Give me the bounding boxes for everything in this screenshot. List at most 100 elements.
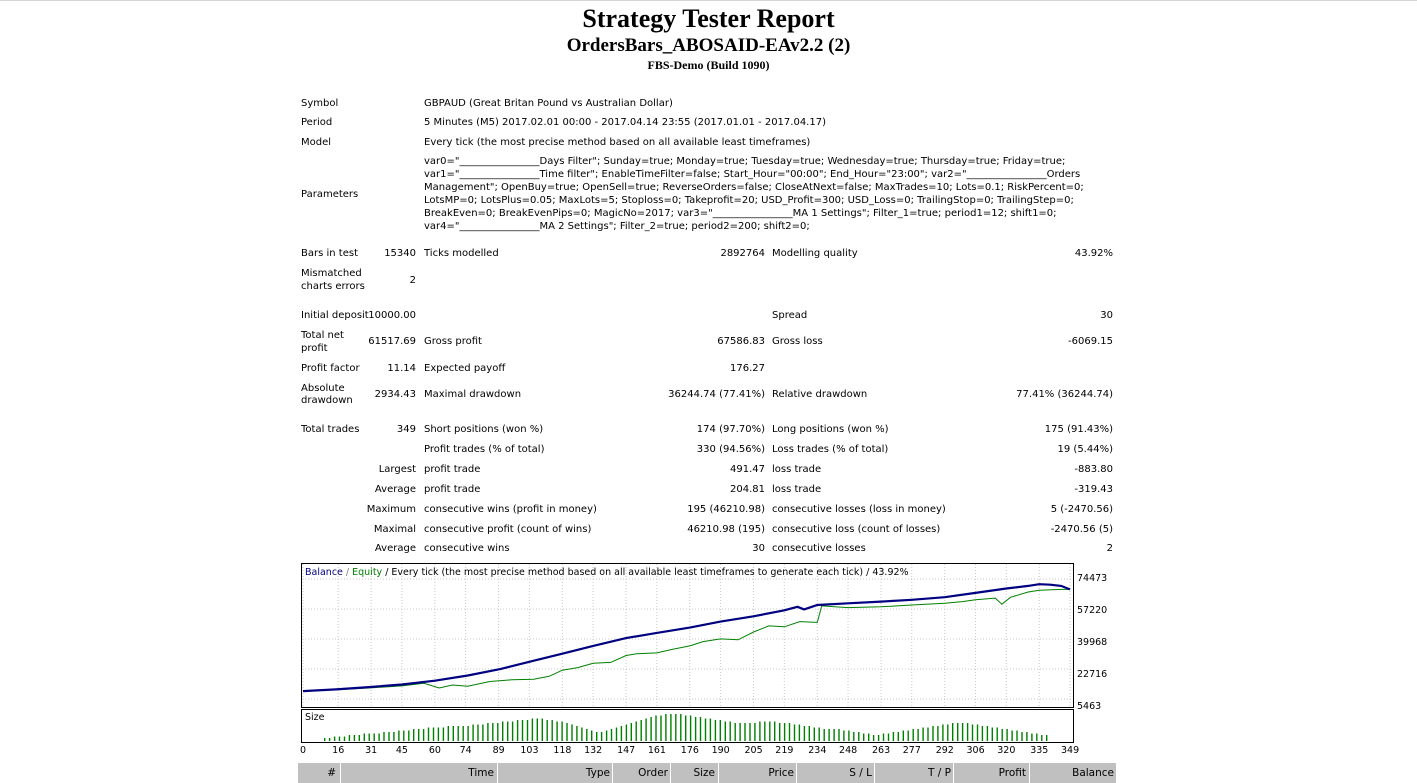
size-bar (625, 724, 628, 741)
col-sl: S / L (849, 767, 872, 779)
col-profit: Profit (998, 767, 1026, 779)
size-bar (561, 721, 563, 741)
average2-label: Average (374, 543, 416, 554)
size-bar (803, 726, 806, 741)
avg-wins-value: 30 (752, 543, 765, 554)
x-tick-label: 147 (617, 745, 636, 756)
netprofit-label-2: profit (301, 343, 328, 354)
bars-label: Bars in test (301, 248, 358, 259)
size-bar (828, 729, 830, 741)
grossprofit-value: 67586.83 (717, 336, 765, 347)
size-bar (531, 718, 534, 741)
size-bar (660, 715, 662, 741)
size-bar (596, 732, 598, 741)
size-bar (907, 730, 909, 741)
x-tick-label: 248 (839, 745, 858, 756)
size-bar (699, 717, 702, 741)
losstrades-value: 19 (5.44%) (1057, 444, 1113, 455)
size-bar (467, 726, 469, 741)
x-tick-label: 74 (459, 745, 472, 756)
maxdd-label: Maximal drawdown (424, 389, 522, 400)
size-bar (1011, 730, 1013, 741)
size-bar (600, 732, 603, 741)
size-bar (492, 723, 494, 741)
size-bar (620, 726, 623, 741)
quality-label: Modelling quality (772, 248, 858, 259)
size-bar (442, 727, 445, 741)
size-bar (343, 736, 346, 741)
avg-losses-label: consecutive losses (772, 543, 866, 554)
x-tick-label: 234 (808, 745, 827, 756)
size-bar (927, 727, 929, 741)
size-bar (403, 730, 405, 741)
x-tick-label: 335 (1030, 745, 1049, 756)
max-losses-value: 5 (-2470.56) (1050, 504, 1113, 515)
grossprofit-label: Gross profit (424, 336, 482, 347)
size-bar (571, 724, 573, 741)
size-bar (976, 724, 979, 741)
size-bar (605, 730, 608, 741)
size-bar (779, 723, 781, 741)
size-bar (922, 727, 924, 741)
average-loss-value: -319.43 (1074, 484, 1113, 495)
profitfactor-label: Profit factor (301, 363, 360, 374)
size-bar (358, 735, 360, 741)
size-bar (714, 720, 717, 741)
largest-profit-label: profit trade (424, 464, 481, 475)
size-bar (957, 723, 959, 741)
bars-value: 15340 (384, 248, 416, 259)
column-divider (670, 763, 671, 783)
size-bar (759, 721, 761, 741)
parameters-label: Parameters (301, 189, 359, 200)
size-bar (764, 721, 766, 741)
size-bar (413, 729, 415, 741)
y-tick-label: 39968 (1077, 637, 1108, 648)
size-bar (368, 733, 370, 741)
size-bar (961, 723, 964, 741)
size-bar (373, 733, 375, 741)
chart-legend: Balance / Equity / Every tick (the most … (305, 566, 909, 579)
size-bar (838, 729, 840, 741)
size-bar (863, 733, 865, 741)
size-bar (912, 729, 914, 741)
x-tick-label: 190 (711, 745, 730, 756)
size-bar (749, 723, 751, 741)
size-bar (427, 727, 430, 741)
size-bar (1046, 735, 1048, 741)
size-bar (418, 729, 420, 741)
deposit-value: 10000.00 (368, 310, 416, 321)
size-bar (734, 723, 736, 741)
equity-line (302, 588, 1070, 692)
maximal-label: Maximal (373, 524, 416, 535)
symbol-value: GBPAUD (Great Britan Pound vs Australian… (424, 98, 673, 109)
col-size: Size (693, 767, 715, 779)
size-bar (788, 723, 791, 741)
balance-chart-svg (302, 564, 1073, 707)
expert-name: OrdersBars_ABOSAID-EAv2.2 (2) (566, 35, 851, 56)
size-bar (630, 723, 632, 741)
size-bar (754, 723, 756, 741)
absdd-label-1: Absolute (301, 383, 345, 394)
size-bar (996, 727, 998, 741)
size-bar (388, 732, 390, 741)
size-bar (719, 720, 721, 741)
largest-label: Largest (378, 464, 416, 475)
x-tick-label: 89 (492, 745, 505, 756)
size-chart: Size (301, 709, 1074, 743)
size-bar (482, 724, 484, 741)
largest-profit-value: 491.47 (730, 464, 765, 475)
profitfactor-value: 11.14 (387, 363, 416, 374)
size-bar (586, 729, 588, 741)
maximum-label: Maximum (366, 504, 416, 515)
size-chart-svg (324, 714, 1048, 741)
size-bar (952, 723, 954, 741)
netprofit-label-1: Total net (301, 330, 344, 341)
size-bar (808, 726, 810, 741)
report-title: Strategy Tester Report (582, 4, 835, 33)
size-bar (689, 715, 692, 741)
column-divider (953, 763, 954, 783)
size-bar (447, 726, 449, 741)
ticks-value: 2892764 (720, 248, 765, 259)
spread-value: 30 (1100, 310, 1113, 321)
y-tick-label: 22716 (1077, 669, 1108, 680)
